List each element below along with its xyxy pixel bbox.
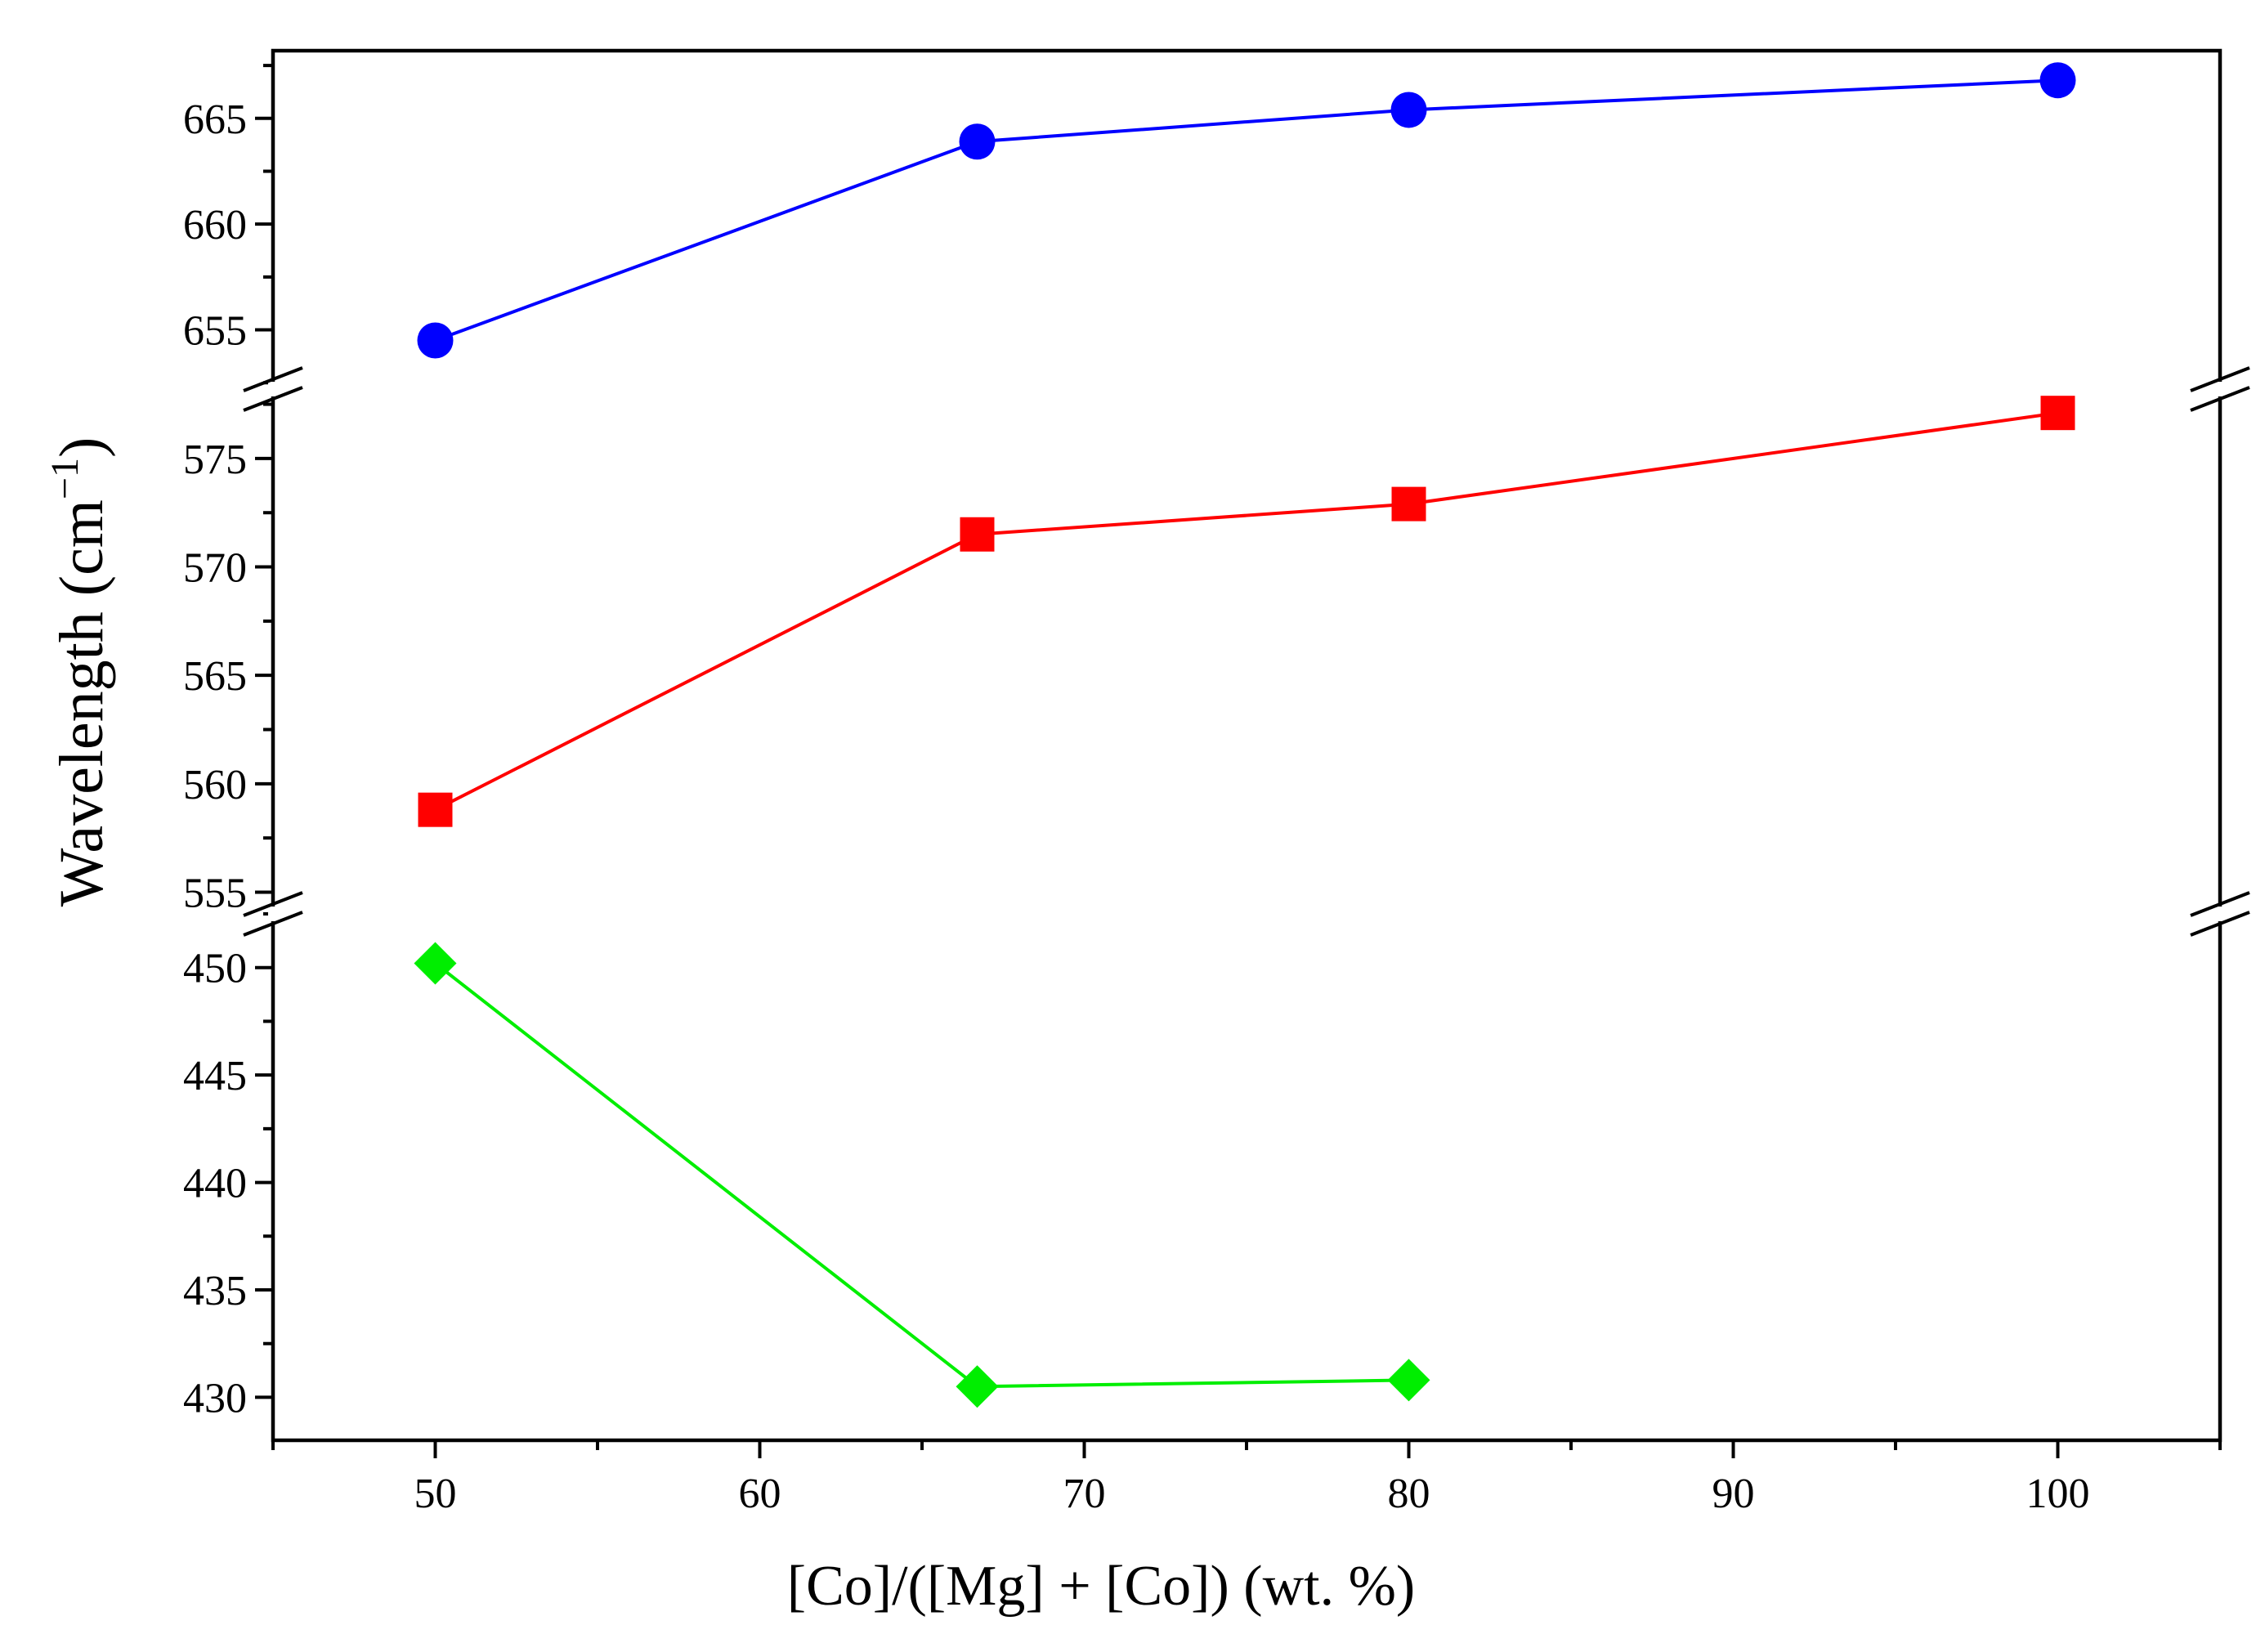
axis-break-marks (243, 366, 2250, 937)
y-axis-title: Wavelength (cm−1) (43, 437, 116, 907)
upper-band-line (434, 78, 2058, 342)
upper-band-point (2039, 62, 2076, 99)
upper-band-point (1390, 92, 1427, 128)
lower-band-point (1387, 1359, 1430, 1402)
x-tick-label: 90 (1712, 1471, 1755, 1517)
axis-break-stroke (2190, 386, 2250, 412)
tick-labels: 50 60 70 80 90 100 655 660 665 555 560 565 570 575 430… (183, 96, 2090, 1517)
lower-band-point (956, 1365, 999, 1408)
axis-break-stroke (243, 386, 303, 412)
axis-break-stroke (2190, 366, 2250, 392)
y-axis-title-close: ) (47, 437, 116, 458)
y-tick-label: 570 (183, 545, 247, 592)
axis-break-stroke (2190, 891, 2250, 917)
y-tick-label: 560 (183, 762, 247, 808)
plot-frame (271, 48, 2222, 1443)
axis-break-stroke (243, 891, 303, 917)
x-tick-label: 100 (2026, 1471, 2090, 1517)
y-tick-label: 445 (183, 1053, 247, 1099)
middle-band-line (434, 411, 2058, 812)
y-tick-label: 555 (183, 870, 247, 916)
x-tick-label: 50 (414, 1471, 457, 1517)
y-tick-label: 655 (183, 308, 247, 355)
middle-band-point (960, 517, 995, 552)
axis-break-gap (268, 382, 278, 396)
y-tick-label: 430 (183, 1375, 247, 1421)
upper-band-point (959, 123, 996, 160)
upper-band-point (417, 322, 454, 359)
y-tick-label: 440 (183, 1161, 247, 1207)
y-tick-label: 660 (183, 202, 247, 248)
axis-break-stroke (243, 911, 303, 937)
y-tick-label: 665 (183, 96, 247, 143)
y-tick-label: 450 (183, 946, 247, 992)
x-tick-label: 80 (1388, 1471, 1430, 1517)
middle-band-point (2040, 396, 2075, 431)
x-tick-label: 70 (1063, 1471, 1106, 1517)
x-axis-title: [Co]/([Mg] + [Co]) (wt. %) (787, 1555, 1415, 1618)
axis-break-gap (2215, 382, 2225, 396)
axis-break-stroke (2190, 911, 2250, 937)
y-tick-label: 565 (183, 653, 247, 700)
y-tick-label: 575 (183, 437, 247, 483)
y-axis-title-superscript: −1 (43, 458, 87, 499)
lower-band-point (414, 942, 457, 985)
y-axis-title-main: Wavelength (cm (47, 499, 116, 907)
middle-band-point (418, 792, 453, 827)
series-markers (414, 62, 2076, 1408)
axis-break-stroke (243, 366, 303, 392)
axis-break-gap (2215, 907, 2225, 921)
y-tick-label: 435 (183, 1268, 247, 1314)
axis-break-gap (268, 907, 278, 921)
middle-band-point (1391, 486, 1426, 522)
x-tick-label: 60 (739, 1471, 781, 1517)
